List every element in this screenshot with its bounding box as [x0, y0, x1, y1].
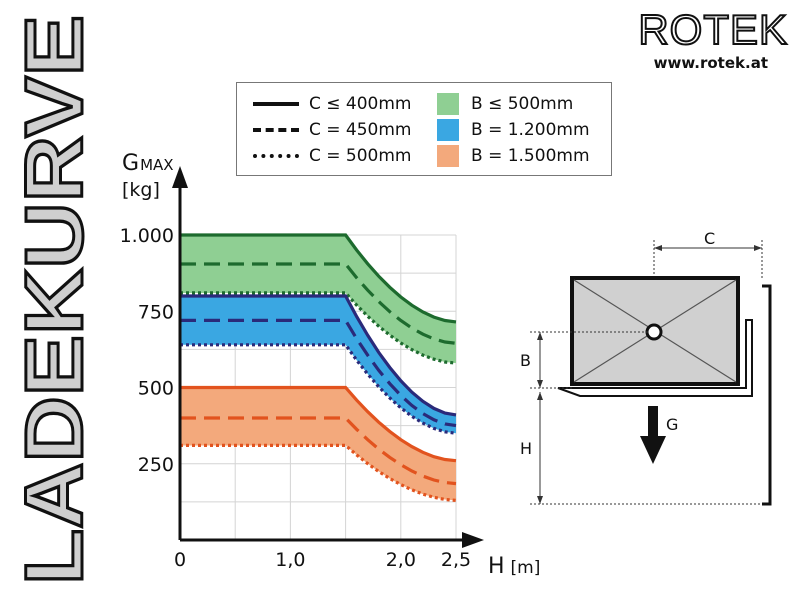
x-tick-label: 1,0 — [275, 549, 305, 571]
legend-blue-swatch — [437, 119, 459, 141]
x-axis-title: H [m] — [488, 554, 540, 579]
legend-item-b500: B ≤ 500mm — [437, 93, 573, 115]
load-chart: 0 1,0 2,0 2,5 250 500 750 1.000 GMAX [kg] H [m] — [120, 151, 541, 579]
series-line-1-0 — [180, 294, 457, 417]
legend-item-b1200: B = 1.200mm — [437, 119, 590, 141]
c-dim-arrow-right — [754, 245, 762, 251]
series-line-2-2 — [180, 443, 457, 502]
page-title: LADEKURVE — [9, 15, 100, 585]
b-dim-label: B — [520, 351, 531, 370]
y-tick-label: 500 — [138, 378, 174, 400]
band-area-1 — [180, 296, 456, 434]
fork-diagram: C B H G — [520, 229, 772, 506]
gravity-arrow-shaft — [648, 406, 658, 436]
series-line-0-0 — [180, 233, 457, 324]
y-axis-title-main: G — [122, 151, 139, 176]
chart-lines — [180, 233, 457, 502]
center-of-gravity-icon — [645, 323, 663, 341]
x-axis-arrow — [462, 532, 484, 548]
legend-label: C = 450mm — [309, 120, 412, 140]
gravity-arrow-head — [640, 436, 666, 464]
legend-label: C ≤ 400mm — [309, 94, 412, 114]
y-tick-label: 1.000 — [120, 225, 174, 247]
logo-url: www.rotek.at — [653, 54, 768, 72]
legend-item-c500: C = 500mm — [253, 145, 412, 167]
c-dim-arrow-left — [654, 245, 662, 251]
legend-solid-line — [253, 102, 299, 106]
legend-item-b1500: B = 1.500mm — [437, 145, 590, 167]
h-dim-label: H — [520, 439, 532, 458]
series-line-2-1 — [180, 416, 457, 486]
x-axis-unit: [m] — [511, 558, 541, 578]
vertical-title: LADEKURVE — [8, 14, 101, 587]
legend-label: C = 500mm — [309, 146, 412, 166]
legend-item-c450: C = 450mm — [253, 119, 412, 141]
y-axis-unit: [kg] — [122, 179, 160, 201]
logo-wordmark: ROTEK — [637, 6, 788, 53]
legend-dotted-line — [253, 154, 299, 158]
gravity-label: G — [666, 415, 678, 434]
series-line-0-1 — [180, 262, 457, 345]
b-dim-arrow-top — [537, 332, 543, 340]
x-tick-label: 2,5 — [441, 549, 471, 571]
legend-label: B ≤ 500mm — [471, 94, 574, 114]
rotek-logo: ROTEK www.rotek.at — [588, 6, 788, 78]
fork-shape — [557, 319, 753, 397]
legend-label: B = 1.200mm — [471, 120, 590, 140]
chart-tick-labels: 0 1,0 2,0 2,5 250 500 750 1.000 — [120, 225, 472, 571]
y-axis-arrow — [172, 166, 188, 188]
x-axis-title-main: H — [488, 554, 505, 579]
b-dim-arrow-bottom — [537, 380, 543, 388]
y-tick-label: 250 — [138, 454, 174, 476]
chart-bands — [180, 235, 456, 501]
series-line-1-1 — [180, 318, 457, 428]
mast-bracket — [762, 284, 772, 506]
h-dim-arrow-bottom — [537, 496, 543, 504]
legend-dashed-line — [253, 128, 299, 132]
legend-green-swatch — [437, 93, 459, 115]
c-dim-label: C — [704, 229, 715, 248]
y-tick-label: 750 — [138, 301, 174, 323]
legend-item-c400: C ≤ 400mm — [253, 93, 412, 115]
y-axis-title: GMAX — [122, 151, 174, 176]
legend-orange-swatch — [437, 145, 459, 167]
chart-axes — [172, 166, 484, 548]
h-dim-arrow-top — [537, 392, 543, 400]
series-line-2-0 — [180, 385, 457, 463]
legend-label: B = 1.500mm — [471, 146, 590, 166]
x-tick-label: 2,0 — [386, 549, 416, 571]
series-line-1-2 — [180, 343, 457, 435]
chart-legend: C ≤ 400mm C = 450mm C = 500mm B ≤ 500mm … — [236, 82, 612, 176]
y-axis-title-sub: MAX — [140, 156, 173, 174]
x-tick-label: 0 — [174, 549, 186, 571]
